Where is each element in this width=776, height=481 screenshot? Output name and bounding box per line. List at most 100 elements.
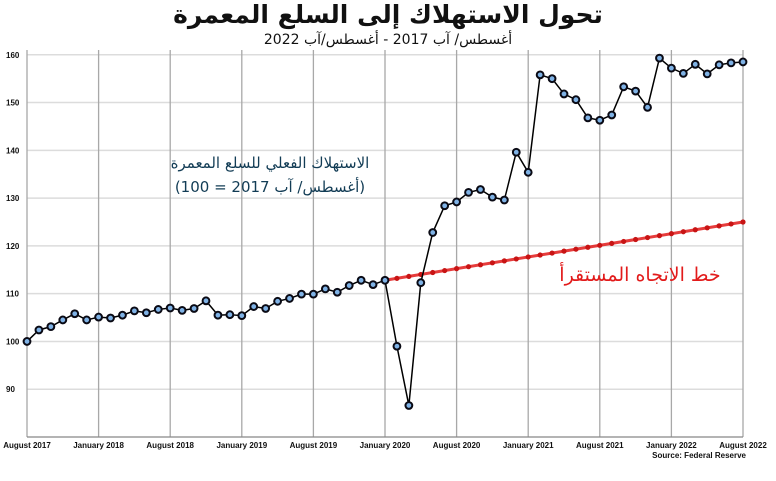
trend-point	[489, 260, 495, 266]
actual-point	[643, 102, 652, 112]
actual-point	[631, 86, 640, 96]
actual-point	[189, 304, 199, 313]
trend-point	[454, 266, 460, 272]
trend-point	[406, 273, 412, 280]
trend-point	[525, 254, 531, 260]
x-tick-label: August 2017	[3, 441, 51, 450]
y-tick-label: 100	[6, 337, 20, 346]
y-tick-label: 160	[6, 51, 20, 60]
actual-series	[22, 53, 748, 410]
actual-point	[655, 53, 664, 63]
x-tick-label: August 2020	[433, 441, 481, 450]
actual-point	[213, 310, 223, 320]
trend-point	[585, 244, 591, 250]
actual-point	[82, 315, 92, 325]
actual-point	[201, 296, 211, 306]
actual-point	[141, 308, 151, 318]
actual-point	[416, 278, 426, 288]
actual-point	[595, 115, 605, 125]
x-tick-label: January 2022	[646, 441, 697, 450]
actual-point	[344, 281, 354, 290]
y-tick-label: 150	[6, 99, 20, 108]
actual-point	[297, 289, 306, 299]
actual-point	[440, 201, 450, 211]
chart-title: تحول الاستهلاك إلى السلع المعمرة	[173, 0, 603, 29]
actual-point	[309, 289, 318, 299]
trend-point	[728, 221, 734, 227]
actual-point	[285, 294, 294, 303]
trend-point	[465, 264, 472, 270]
actual-point	[428, 228, 438, 237]
actual-point	[368, 280, 378, 289]
trend-point	[501, 258, 507, 264]
y-axis-ticks: 90 100 110 120 130 140 150 160	[6, 51, 20, 394]
actual-point	[273, 296, 283, 306]
actual-point	[702, 69, 712, 79]
actual-point	[46, 322, 56, 332]
y-tick-label: 110	[6, 290, 19, 299]
actual-point	[22, 337, 32, 346]
actual-point	[153, 305, 163, 314]
actual-point	[404, 401, 414, 410]
actual-point	[118, 310, 127, 320]
x-axis-ticks: August 2017 January 2018 August 2018 Januar…	[3, 441, 767, 450]
actual-point	[165, 303, 175, 313]
x-tick-label: January 2019	[216, 441, 267, 450]
trend-point	[656, 233, 663, 239]
x-tick-label: January 2020	[360, 441, 411, 450]
actual-point	[488, 192, 497, 202]
actual-point	[177, 305, 187, 315]
trend-point	[442, 267, 448, 274]
y-tick-label: 90	[6, 385, 15, 394]
actual-point	[738, 57, 748, 67]
x-tick-label: August 2021	[576, 441, 624, 450]
actual-point	[690, 59, 700, 69]
x-tick-label: August 2019	[290, 441, 338, 450]
actual-point	[619, 82, 629, 92]
actual-point	[130, 306, 139, 316]
actual-point	[58, 315, 68, 325]
trend-point	[633, 236, 639, 243]
actual-point	[678, 69, 688, 78]
actual-series-label-2: (أغسطس/ آب 2017 = 100)	[175, 177, 365, 196]
trend-point	[609, 240, 615, 246]
trend-point	[513, 256, 519, 262]
x-tick-label: August 2018	[146, 441, 194, 450]
actual-point	[714, 60, 724, 70]
actual-point	[70, 309, 80, 319]
trend-point	[394, 275, 400, 281]
trend-point	[537, 252, 543, 258]
actual-point	[225, 310, 235, 320]
trend-point	[704, 225, 710, 231]
x-tick-label: January 2021	[503, 441, 554, 450]
trend-point	[477, 262, 484, 268]
grid	[26, 50, 744, 438]
actual-point	[583, 113, 593, 123]
y-tick-label: 120	[6, 242, 20, 251]
trend-point	[668, 231, 675, 237]
actual-point	[535, 70, 545, 80]
actual-point	[249, 302, 259, 311]
actual-point	[452, 197, 462, 207]
actual-series-label-1: الاستهلاك الفعلي للسلع المعمرة	[171, 154, 370, 173]
trend-point	[740, 219, 746, 225]
trend-point	[644, 234, 651, 241]
source-note: Source: Federal Reserve	[652, 451, 746, 460]
trend-point	[430, 269, 436, 276]
x-tick-label: August 2022	[719, 441, 767, 450]
actual-point	[523, 167, 533, 177]
y-tick-label: 130	[6, 194, 20, 203]
trend-series-label: خط الاتجاه المستقرأ	[559, 262, 720, 286]
chart-subtitle: أغسطس/ آب 2017 - أغسطس/آب 2022	[263, 32, 513, 48]
trend-point	[716, 223, 722, 229]
actual-point	[106, 313, 115, 323]
x-tick-label: January 2018	[73, 441, 124, 450]
trend-point	[549, 250, 555, 256]
trend-point	[597, 242, 603, 248]
trend-point	[621, 238, 627, 245]
y-tick-label: 140	[6, 146, 20, 155]
actual-point	[94, 312, 103, 322]
actual-point	[261, 304, 271, 313]
actual-point	[547, 74, 557, 84]
